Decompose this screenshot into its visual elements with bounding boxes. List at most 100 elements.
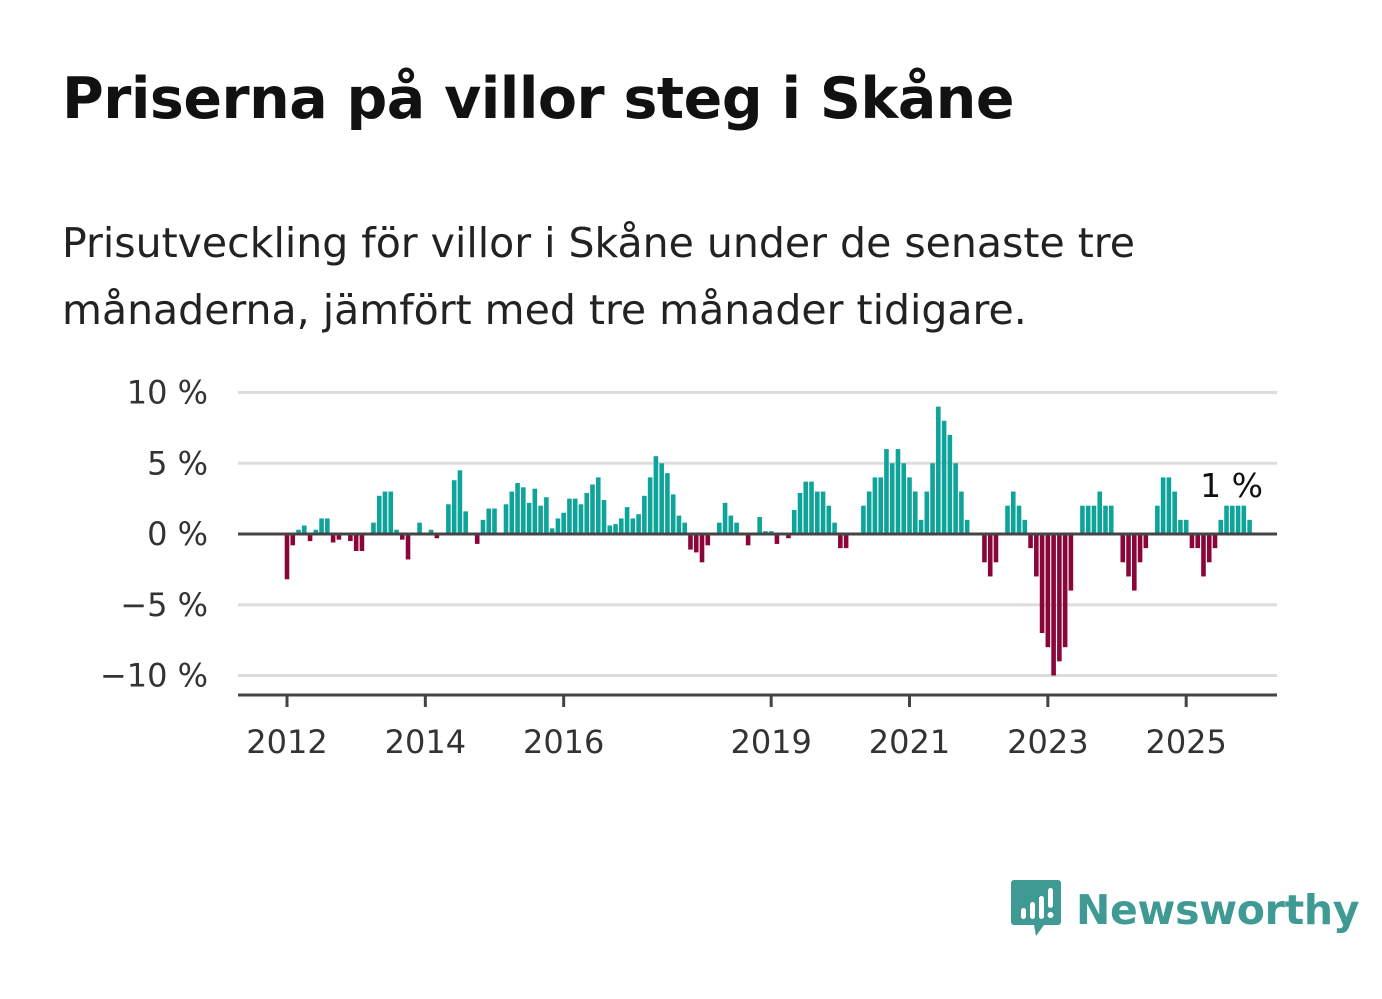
bar — [947, 434, 953, 534]
bar — [1120, 534, 1126, 563]
y-tick-label: 5 % — [147, 444, 208, 482]
bar — [728, 515, 734, 534]
brand-name: Newsworthy — [1076, 886, 1360, 934]
bar — [722, 502, 728, 534]
bar — [521, 487, 526, 534]
bar — [843, 534, 849, 549]
bar — [492, 508, 497, 534]
bar — [1010, 491, 1016, 534]
bar — [670, 494, 676, 534]
bar — [993, 534, 999, 563]
chart-title: Priserna på villor steg i Skåne — [62, 66, 1015, 132]
bar — [1080, 505, 1085, 534]
bar — [803, 481, 809, 534]
bar — [791, 509, 797, 534]
bar — [463, 511, 468, 534]
bar — [578, 504, 584, 534]
y-tick-label: 10 % — [127, 374, 208, 412]
x-tick-label: 2021 — [869, 723, 950, 761]
bar — [1230, 505, 1235, 534]
bar — [820, 491, 826, 534]
bar — [624, 507, 630, 534]
bar — [538, 505, 543, 534]
bar — [959, 491, 964, 534]
bar — [284, 534, 290, 580]
bar — [745, 534, 751, 546]
bar — [572, 498, 578, 535]
x-tick-label: 2025 — [1145, 723, 1226, 761]
bar — [918, 519, 924, 534]
bar — [388, 491, 394, 534]
bar — [359, 534, 365, 551]
bar — [451, 480, 457, 534]
bar — [313, 529, 319, 534]
bar — [290, 534, 296, 546]
bar — [526, 502, 532, 534]
bar — [682, 522, 688, 534]
bar — [319, 518, 324, 534]
chart-speech-bubble-icon — [1010, 878, 1062, 942]
bar — [399, 534, 405, 540]
y-tick-label: 0 % — [147, 515, 208, 553]
x-tick-label: 2012 — [246, 723, 327, 761]
bar — [1016, 505, 1022, 534]
bar — [584, 492, 590, 534]
bar — [693, 534, 699, 553]
bar — [330, 534, 336, 543]
bar — [1160, 477, 1166, 534]
bar — [1068, 534, 1074, 591]
bar — [1057, 534, 1062, 662]
y-tick-label: −5 % — [120, 586, 208, 624]
bar — [1155, 505, 1160, 534]
bar — [838, 534, 843, 549]
bar — [809, 481, 814, 534]
bar — [912, 491, 918, 534]
bar — [590, 484, 595, 534]
bar — [1091, 505, 1097, 534]
bar — [1137, 534, 1143, 563]
bar — [734, 522, 739, 534]
bar — [895, 449, 901, 534]
bar — [1166, 477, 1172, 534]
bar — [348, 534, 353, 542]
bar — [757, 517, 762, 534]
bar — [1051, 534, 1056, 676]
bar — [1022, 519, 1028, 534]
bar — [774, 534, 780, 544]
bar — [555, 518, 561, 534]
x-tick-label: 2023 — [1007, 723, 1088, 761]
bar — [642, 495, 647, 534]
bar — [987, 534, 993, 577]
bar — [567, 498, 572, 535]
bar — [636, 514, 641, 534]
bar — [1108, 505, 1114, 534]
bar — [1195, 534, 1201, 549]
bar — [861, 505, 866, 534]
bar — [1183, 519, 1189, 534]
bar — [457, 470, 463, 534]
bar — [428, 529, 434, 534]
bar — [607, 525, 613, 534]
bar — [1172, 491, 1177, 534]
bar — [371, 522, 376, 534]
bar — [325, 518, 330, 534]
bar — [307, 534, 313, 542]
bar — [394, 529, 399, 534]
bar — [1224, 505, 1229, 534]
bar — [699, 534, 705, 563]
bar — [797, 492, 803, 534]
bar — [924, 491, 930, 534]
bar — [1235, 505, 1241, 534]
bar — [1132, 534, 1137, 591]
y-tick-label: −10 % — [100, 657, 208, 695]
bar — [613, 524, 618, 534]
bar — [446, 504, 451, 534]
bar — [601, 500, 607, 534]
bar — [930, 463, 935, 534]
bar — [515, 483, 520, 534]
bar — [786, 534, 791, 539]
bar — [376, 495, 382, 534]
bar — [480, 519, 486, 534]
bar — [549, 528, 555, 534]
bar — [1218, 519, 1224, 534]
